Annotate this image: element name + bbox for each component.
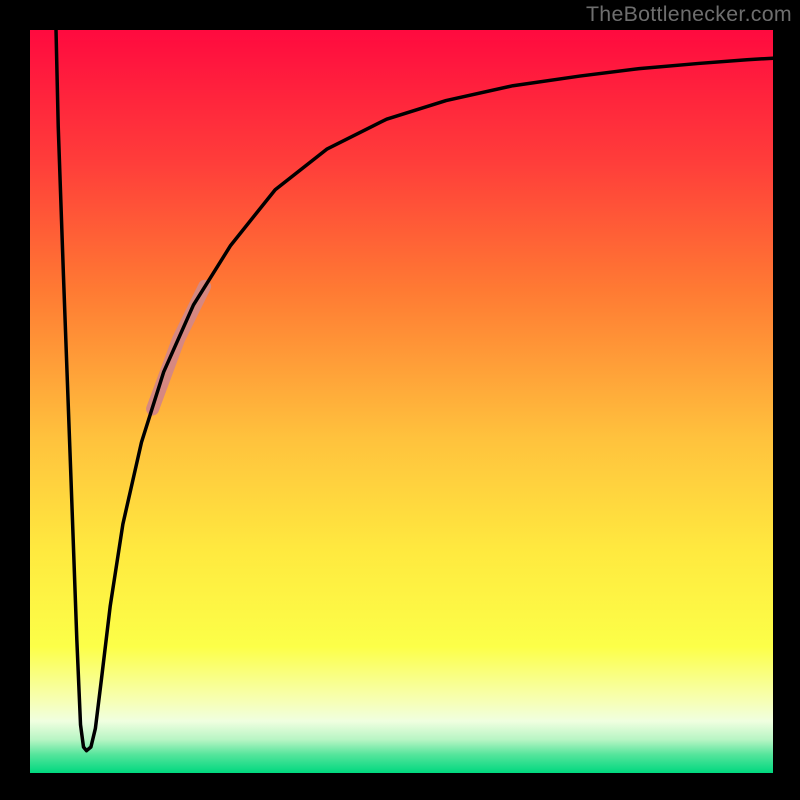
chart-svg [0, 0, 800, 800]
frame-right [773, 0, 800, 800]
plot-background [30, 30, 773, 773]
frame-top [0, 0, 800, 30]
chart-container: TheBottlenecker.com [0, 0, 800, 800]
frame-left [0, 0, 30, 800]
frame-bottom [0, 773, 800, 800]
